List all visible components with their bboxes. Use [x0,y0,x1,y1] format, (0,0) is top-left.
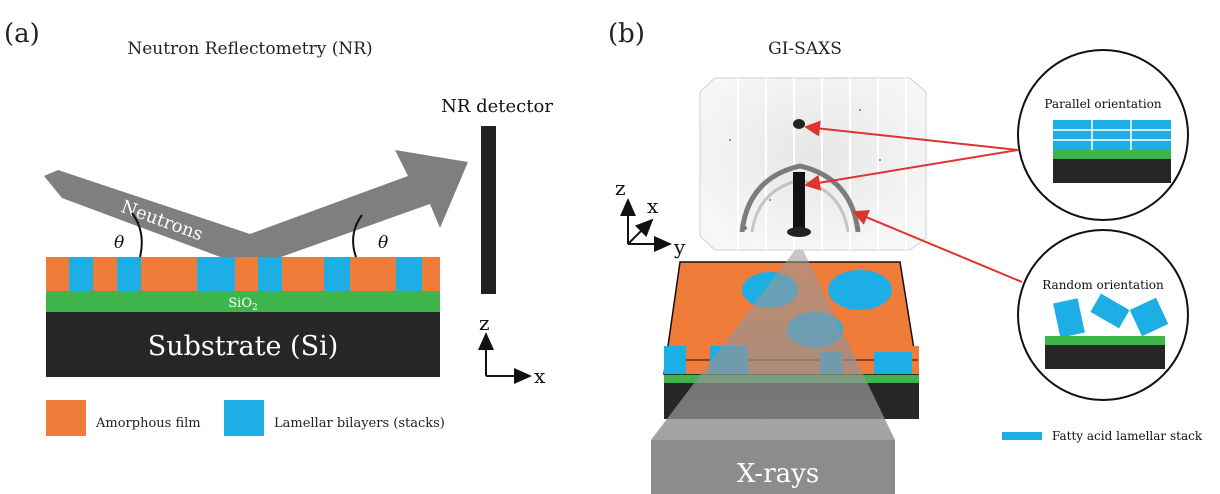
axes-a: z x [478,311,546,388]
legend-swatch-amorphous [46,400,86,436]
theta-arc-right [352,214,363,258]
substrate-label: Substrate (Si) [148,331,339,362]
amorphous-film-layer [46,257,440,291]
gisaxs-detector-image [699,77,927,251]
lamellar-stack [324,257,350,291]
axis-x-b: x [647,194,659,218]
random-orientation-label: Random orientation [1042,278,1164,292]
lamellar-stacks-nr [69,257,422,291]
sio2-layer [46,291,440,312]
legend-swatch-fatty-acid [1002,432,1042,440]
sio2-label: SiO2 [228,296,257,313]
panel-a-label: (a) [4,19,40,49]
axis-y-b: y [673,235,686,259]
nr-detector-label: NR detector [441,96,553,117]
legend-label-lamellar: Lamellar bilayers (stacks) [274,416,445,431]
parallel-stack [1053,120,1171,183]
panel-b-title: GI-SAXS [768,39,842,59]
axis-z-a: z [479,311,490,335]
axis-z-b: z [615,176,626,200]
legend-label-amorphous: Amorphous film [95,416,201,431]
parallel-orientation-label: Parallel orientation [1044,97,1162,111]
lamellar-stack [258,257,282,291]
lamellar-stack [197,257,235,291]
panel-a-title: Neutron Reflectometry (NR) [127,39,372,59]
neutron-beam [44,150,468,268]
theta-right-label: θ [378,233,388,253]
neutron-beam-label: Neutrons [118,196,206,245]
axis-x-a: x [534,364,546,388]
xray-source [651,440,895,494]
nr-detector [481,126,496,294]
legend-swatch-lamellar [224,400,264,436]
theta-left-label: θ [114,233,124,253]
xray-beam [651,250,895,494]
legend-label-fatty-acid: Fatty acid lamellar stack [1052,429,1203,443]
lamellar-stack [69,257,93,291]
xray-label: X-rays [737,459,819,489]
lamellar-stack [117,257,141,291]
lamellar-stack [396,257,422,291]
random-green-layer [1045,336,1165,345]
theta-arc-left [131,212,143,258]
random-stacks [1051,292,1170,339]
random-substrate [1045,345,1165,369]
axes-b: z x y [615,176,686,259]
panel-b-label: (b) [608,19,645,49]
substrate-layer [46,312,440,377]
pointer-arrows [804,120,1023,283]
